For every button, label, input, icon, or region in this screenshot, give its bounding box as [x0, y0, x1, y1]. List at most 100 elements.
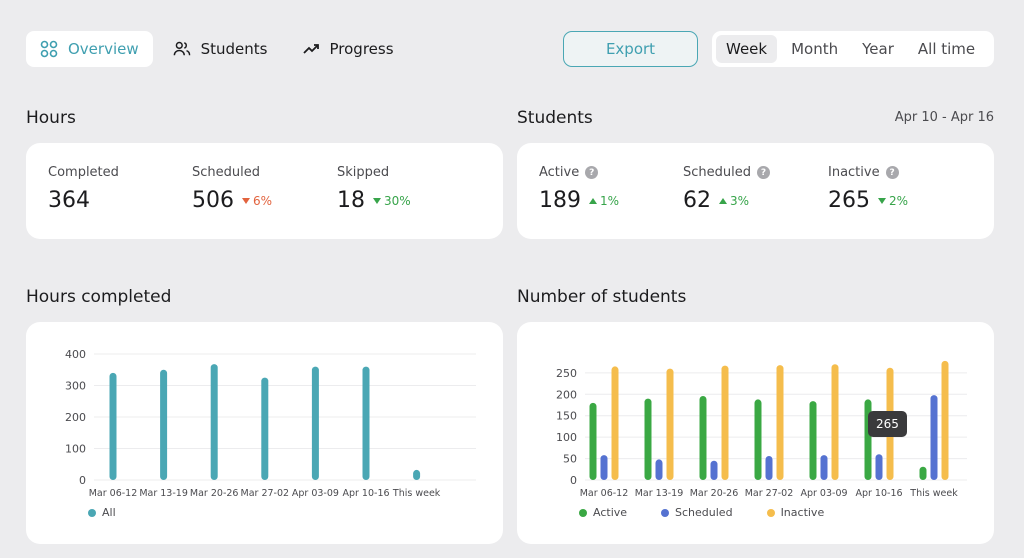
range-week[interactable]: Week [716, 35, 778, 63]
hours-card: Completed 364 Scheduled 506 6% Skipped 1… [26, 143, 503, 239]
legend-item-active[interactable]: Active [579, 506, 627, 519]
stat-label: Scheduled [683, 165, 751, 180]
x-tick-label: Mar 27-02 [241, 488, 290, 499]
range-month[interactable]: Month [791, 40, 839, 58]
bar-all [210, 364, 218, 480]
chart-tooltip: 265 [868, 411, 907, 437]
tab-overview-label: Overview [68, 40, 139, 58]
students-chart-card: 0 50 100 150 200 250 Mar 06-12 Mar 13-19 Mar 20-… [517, 322, 994, 544]
stat-scheduled-students: Scheduled ? 62 3% [683, 165, 770, 213]
legend-dot [579, 508, 587, 517]
stat-value: 506 [192, 188, 234, 213]
legend-label: All [102, 506, 116, 519]
bar-scheduled [710, 460, 718, 480]
y-tick-label: 100 [65, 443, 86, 456]
legend-dot [661, 508, 670, 517]
delta-badge: 1% [589, 194, 619, 208]
bar-all [362, 366, 370, 480]
delta-value: 1% [600, 193, 620, 208]
y-tick-label: 0 [570, 474, 577, 487]
tab-progress[interactable]: Progress [288, 31, 408, 67]
range-year[interactable]: Year [862, 40, 894, 58]
stat-scheduled-hours: Scheduled 506 6% [192, 165, 272, 213]
stat-inactive: Inactive ? 265 2% [828, 165, 908, 213]
caret-down-icon [373, 197, 381, 204]
delta-value: 2% [889, 193, 909, 208]
bar-scheduled [930, 395, 938, 480]
bar-active [919, 466, 927, 480]
students-title: Students [517, 108, 593, 128]
students-card: Active ? 189 1% Scheduled ? 62 3% Inacti… [517, 143, 994, 239]
stat-skipped: Skipped 18 30% [337, 165, 411, 213]
delta-badge: 3% [719, 194, 749, 208]
bar-active [754, 399, 762, 480]
bar-inactive [941, 360, 949, 480]
delta-badge: 30% [373, 194, 411, 208]
y-tick-label: 50 [563, 453, 577, 466]
bar-active [699, 396, 707, 480]
x-tick-label: This week [392, 488, 441, 499]
x-tick-label: Mar 13-19 [635, 488, 684, 499]
y-tick-label: 100 [556, 431, 577, 444]
delta-value: 3% [730, 193, 750, 208]
x-tick-label: Mar 13-19 [139, 488, 188, 499]
y-tick-label: 200 [65, 411, 86, 424]
x-tick-label: Mar 06-12 [89, 488, 138, 499]
caret-up-icon [589, 197, 597, 204]
bar-all [311, 366, 319, 480]
legend-dot [766, 508, 775, 517]
stat-value: 265 [828, 188, 870, 213]
main-nav: Overview Students Progress [26, 31, 414, 67]
hours-bar-chart: 0 100 200 300 400 Mar 06-12 Mar 13-19 Mar 20-26… [65, 348, 476, 499]
legend-label: Inactive [780, 506, 825, 519]
caret-down-icon [878, 197, 886, 204]
grid-icon [40, 40, 58, 58]
help-icon[interactable]: ? [585, 166, 599, 179]
hours-title: Hours [26, 108, 76, 128]
hours-chart-card: 0 100 200 300 400 Mar 06-12 Mar 13-19 Mar 20-26… [26, 322, 503, 544]
bar-all [413, 469, 421, 480]
tab-overview[interactable]: Overview [26, 31, 153, 67]
x-tick-label: Mar 27-02 [745, 488, 794, 499]
stat-label: Scheduled [192, 165, 260, 180]
trending-up-icon [302, 44, 319, 54]
bar-active [589, 402, 597, 480]
x-tick-label: Mar 20-26 [190, 488, 239, 499]
delta-badge: 6% [242, 194, 272, 208]
bar-inactive [611, 366, 619, 480]
students-bar-chart: 0 50 100 150 200 250 Mar 06-12 Mar 13-19 Mar 20-… [556, 360, 967, 499]
y-tick-label: 400 [65, 348, 86, 361]
legend-label: Scheduled [675, 506, 733, 519]
stat-label: Skipped [337, 165, 390, 180]
delta-value: 6% [253, 193, 273, 208]
y-tick-label: 0 [79, 474, 86, 487]
bar-scheduled [600, 455, 608, 480]
stat-completed: Completed 364 [48, 165, 119, 213]
tab-students[interactable]: Students [159, 31, 282, 67]
export-button[interactable]: Export [563, 31, 698, 67]
time-range-selector: Week Month Year All time [712, 31, 994, 67]
users-icon [173, 41, 190, 56]
bar-active [809, 401, 817, 480]
legend-item-scheduled[interactable]: Scheduled [661, 506, 733, 519]
x-tick-label: Mar 06-12 [580, 488, 629, 499]
bar-scheduled [875, 454, 883, 480]
help-icon[interactable]: ? [885, 166, 899, 179]
hours-chart-legend: All [88, 506, 116, 519]
x-tick-label: Apr 03-09 [292, 488, 339, 499]
y-tick-label: 300 [65, 380, 86, 393]
students-chart-legend: Active Scheduled Inactive [579, 506, 824, 519]
legend-item-inactive[interactable]: Inactive [766, 506, 825, 519]
bar-all [109, 372, 117, 480]
range-all-time[interactable]: All time [917, 40, 976, 58]
help-icon[interactable]: ? [757, 166, 770, 179]
hours-chart-title: Hours completed [26, 287, 172, 307]
legend-item-all[interactable]: All [88, 506, 116, 519]
x-tick-label: Apr 03-09 [800, 488, 847, 499]
legend-dot [88, 508, 96, 517]
delta-badge: 2% [878, 194, 908, 208]
x-tick-label: Apr 10-16 [342, 488, 389, 499]
delta-value: 30% [384, 193, 411, 208]
bar-scheduled [655, 459, 663, 480]
bar-active [644, 398, 652, 480]
